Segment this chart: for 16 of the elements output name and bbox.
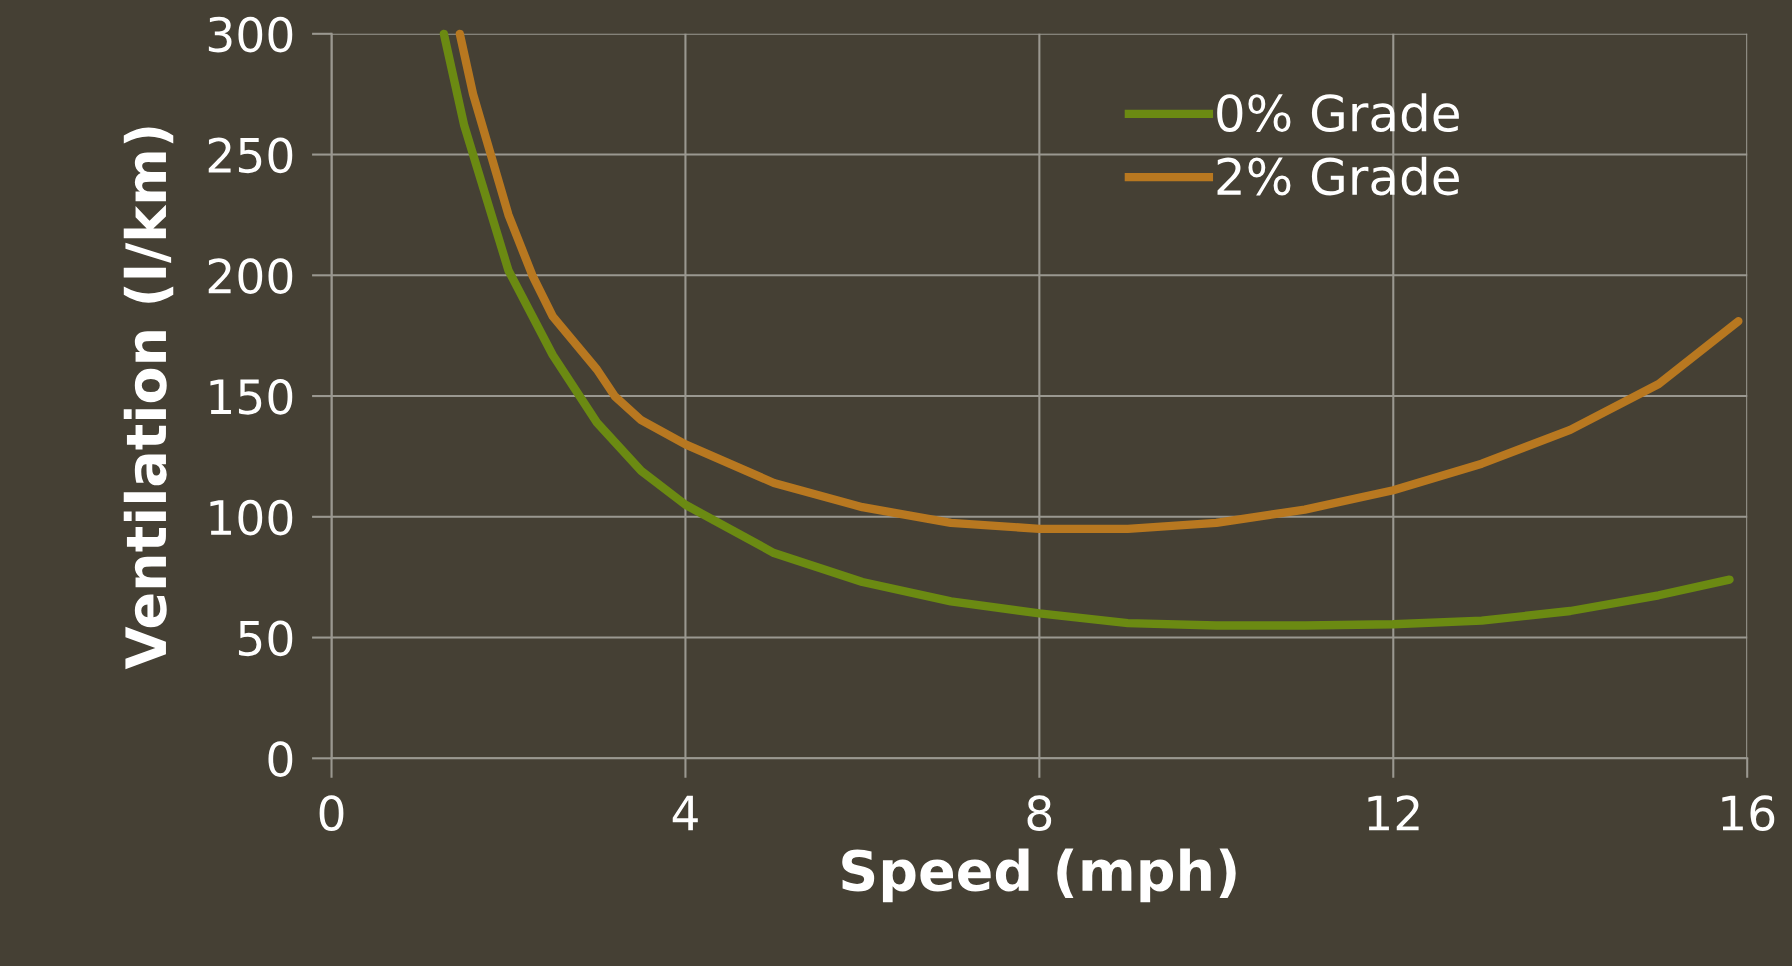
y-tick-label: 100 [210,499,293,536]
y-tick-label: 300 [208,16,293,53]
x-tick-label: 12 [1368,795,1419,831]
y-tick-label: 0 [268,741,293,777]
x-tick-label: 16 [1722,795,1775,831]
y-tick-label: 200 [208,258,293,294]
y-tick-label: 50 [238,620,293,657]
x-tick-label: 8 [1027,795,1052,831]
y-tick-label: 250 [208,137,293,174]
x-tick-label: 0 [319,795,344,831]
y-axis-title: Ventilation (l/km) [123,127,174,670]
x-tick-label: 4 [672,795,698,831]
legend-label: 0% Grade [1217,93,1459,132]
legend-label: 2% Grade [1217,156,1459,196]
x-axis-title: Speed (mph) [842,848,1236,903]
y-tick-label: 150 [210,378,293,415]
